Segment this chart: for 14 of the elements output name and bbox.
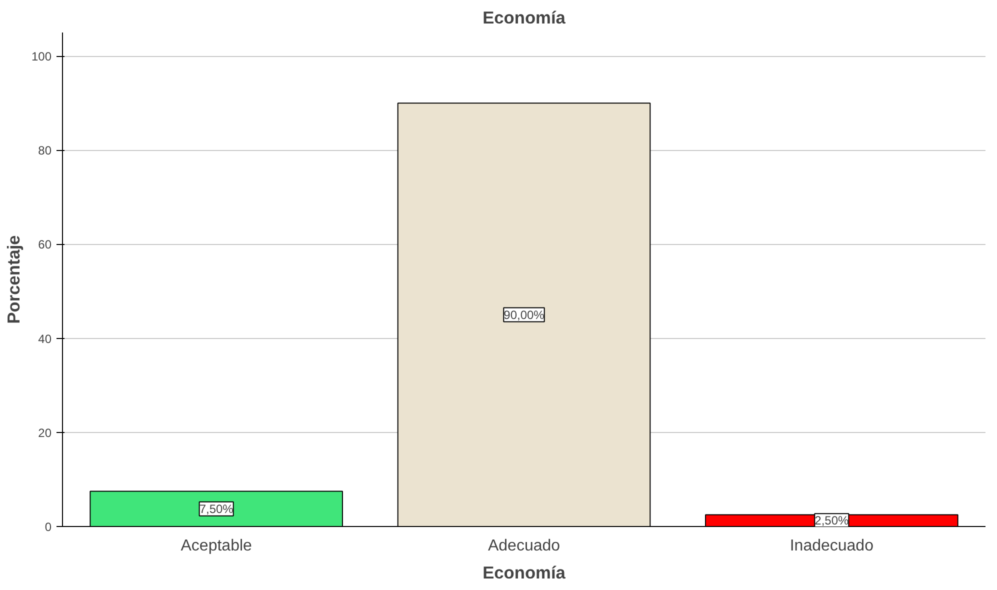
data-label: 7,50%: [199, 502, 234, 516]
y-tick-label: 40: [38, 332, 52, 346]
y-tick-label: 20: [38, 426, 52, 440]
data-label: 90,00%: [504, 308, 545, 322]
x-tick-label: Adecuado: [488, 538, 560, 554]
y-tick-label: 100: [31, 50, 52, 64]
x-tick-label: Inadecuado: [790, 538, 874, 554]
y-axis-title: Porcentaje: [3, 234, 24, 324]
x-axis-title: Economía: [482, 562, 566, 582]
x-tick-label: Aceptable: [180, 538, 252, 554]
y-tick-label: 80: [38, 144, 52, 158]
y-tick-label: 60: [38, 238, 52, 252]
y-tick-label: 0: [44, 520, 52, 534]
chart-title: Economía: [482, 8, 566, 28]
